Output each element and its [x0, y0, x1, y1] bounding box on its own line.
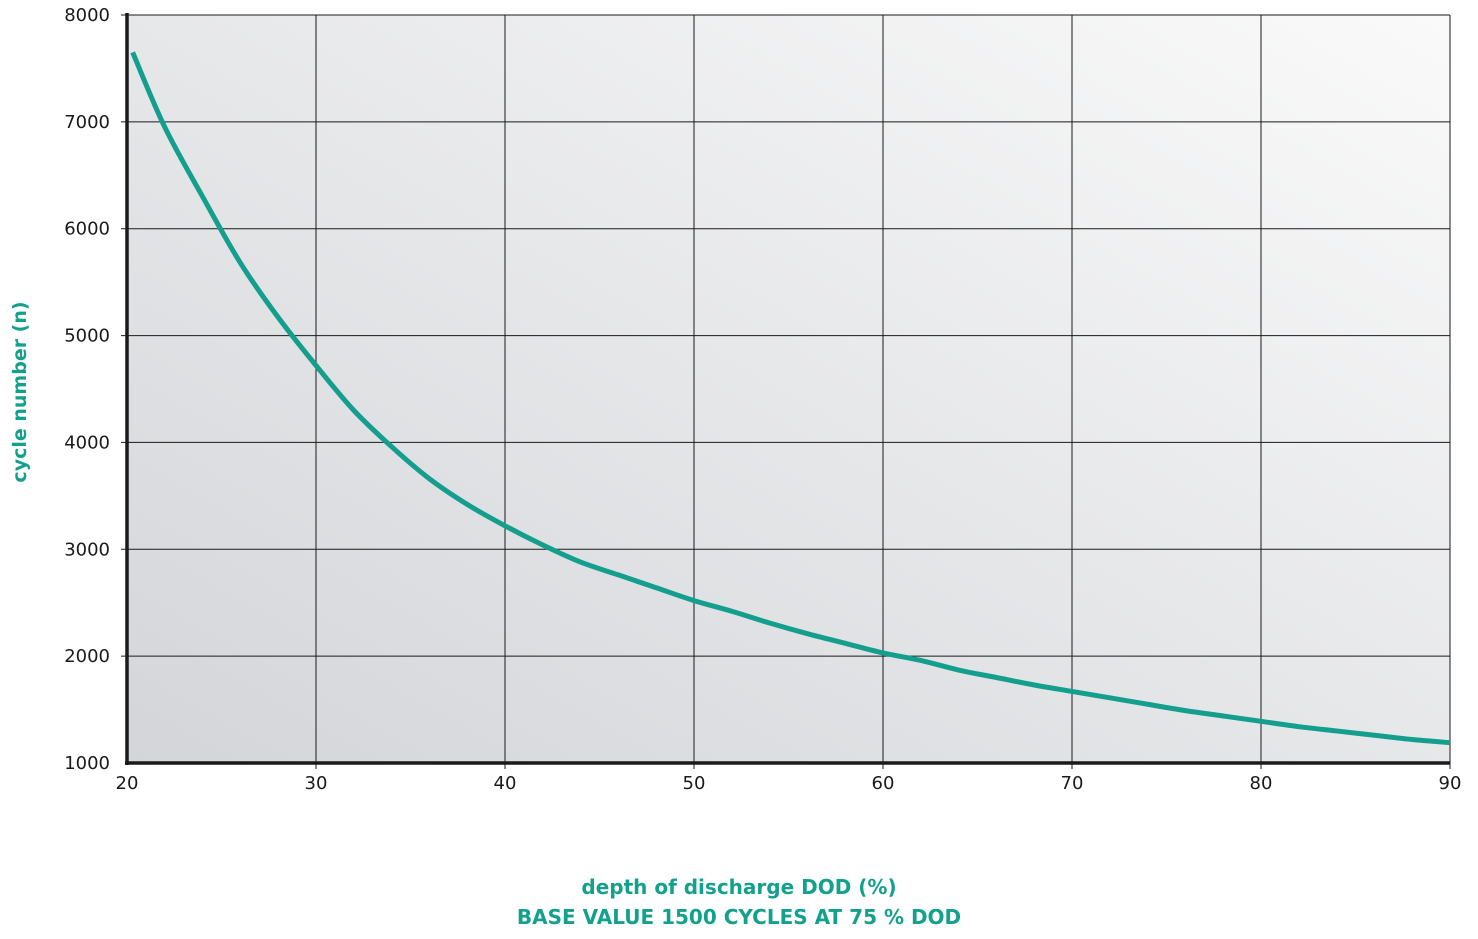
y-tick-label: 8000: [64, 5, 110, 26]
y-tick-label: 4000: [64, 432, 110, 453]
y-axis-title: cycle number (n): [9, 301, 31, 482]
x-tick-label: 20: [116, 773, 139, 794]
y-tick-label: 7000: [64, 112, 110, 133]
plot-area: [127, 15, 1450, 763]
axes: [125, 13, 1450, 765]
x-tick-label: 50: [683, 773, 706, 794]
x-tick-label: 60: [872, 773, 895, 794]
series-layer: [130, 51, 1451, 746]
series-line: [130, 51, 1451, 746]
y-tick-label: 5000: [64, 326, 110, 347]
y-tick-label: 1000: [64, 753, 110, 774]
y-tick-label: 3000: [64, 539, 110, 560]
y-tick-label: 2000: [64, 646, 110, 667]
chart-subtitle: BASE VALUE 1500 CYCLES AT 75 % DOD: [516, 905, 962, 929]
x-tick-label: 30: [305, 773, 328, 794]
tick-labels: 20 30 40 50 60 70 80 90 1000 2000 3000 4000 5000 6000…: [64, 5, 1461, 794]
x-tick-label: 90: [1439, 773, 1462, 794]
x-tick-label: 40: [494, 773, 517, 794]
x-axis-title: depth of discharge DOD (%): [581, 875, 897, 899]
x-tick-label: 70: [1061, 773, 1084, 794]
gridlines: [121, 14, 1451, 769]
x-tick-label: 80: [1250, 773, 1273, 794]
y-tick-label: 6000: [64, 219, 110, 240]
x-axis-title-block: depth of discharge DOD (%) BASE VALUE 15…: [0, 872, 1478, 932]
